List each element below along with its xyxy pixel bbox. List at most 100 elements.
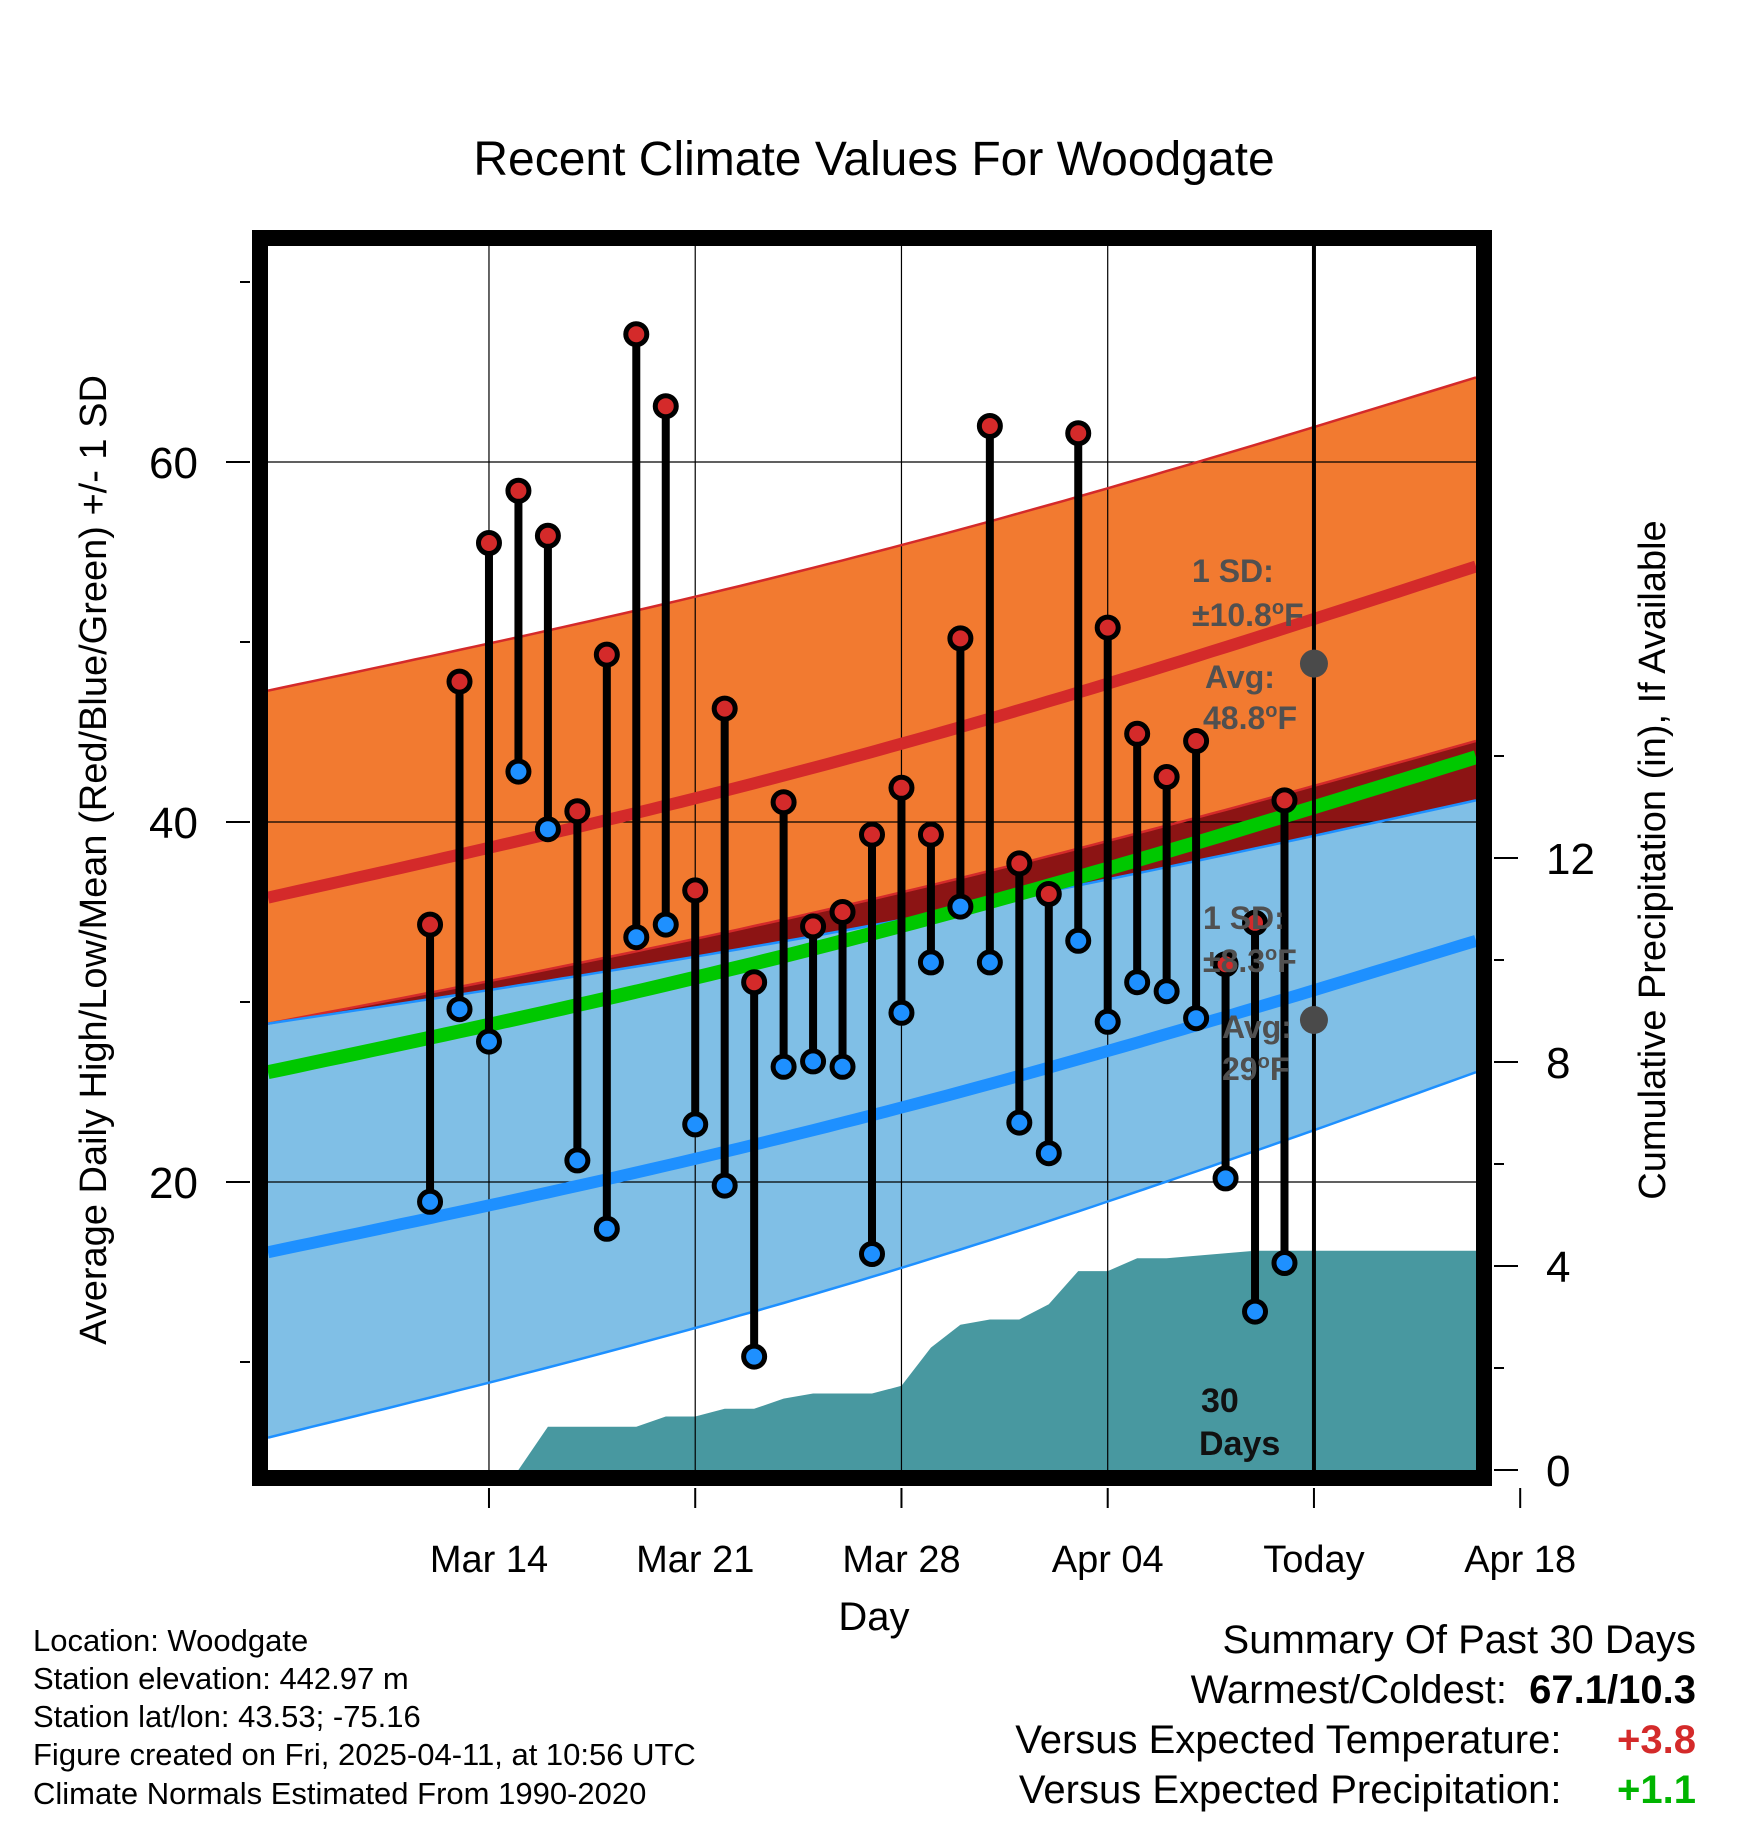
y2-tick-label-4: 4 xyxy=(1546,1243,1570,1292)
line-high-1-sd xyxy=(268,376,1476,692)
info-location: Location: Woodgate xyxy=(33,1623,309,1658)
daily-low-marker xyxy=(711,1172,738,1199)
plot-area: 1 SD: ±10.8oF Avg: 48.8oF 1 SD: ±8.3oF Avg: 29o… xyxy=(268,246,1476,1470)
daily-low-marker xyxy=(800,1048,827,1075)
x-tick-label-mar-21: Mar 21 xyxy=(636,1539,754,1581)
y-tick-label-40: 40 xyxy=(149,799,198,848)
daily-low-marker xyxy=(1153,978,1180,1005)
daily-high-marker xyxy=(446,668,473,695)
x-tick-label-mar-14: Mar 14 xyxy=(430,1539,548,1581)
x-tick-label-mar-28: Mar 28 xyxy=(842,1539,960,1581)
daily-low-marker xyxy=(947,893,974,920)
low-sd-value: ±8.3oF xyxy=(1203,943,1297,979)
today-low-normal-marker xyxy=(1299,1006,1328,1034)
summary-warm-cold: Warmest/Coldest: 67.1/10.3 xyxy=(1191,1668,1696,1713)
daily-low-marker xyxy=(505,758,532,785)
daily-high-marker xyxy=(917,821,944,848)
chart-title: Recent Climate Values For Woodgate xyxy=(473,133,1275,186)
daily-low-marker xyxy=(770,1053,797,1080)
summary-precip-value: +1.1 xyxy=(1617,1768,1696,1812)
high-sd-label: 1 SD: xyxy=(1192,553,1274,589)
daily-high-marker xyxy=(1212,951,1239,978)
days-count-label: 30 xyxy=(1201,1382,1239,1420)
daily-low-marker xyxy=(1006,1109,1033,1136)
daily-low-marker xyxy=(564,1147,591,1174)
daily-high-marker xyxy=(947,625,974,652)
y2-tick-label-8: 8 xyxy=(1546,1039,1570,1088)
daily-high-marker xyxy=(417,911,444,938)
high-sd-value: ±10.8oF xyxy=(1192,597,1304,633)
daily-high-marker xyxy=(475,530,502,556)
daily-low-marker xyxy=(1124,969,1151,996)
daily-high-marker xyxy=(888,774,915,801)
daily-low-marker xyxy=(1271,1250,1298,1276)
today-high-normal-marker xyxy=(1299,649,1328,678)
x-axis-label: Day xyxy=(838,1595,910,1639)
x-tick-label-apr-18: Apr 18 xyxy=(1464,1539,1576,1581)
daily-high-marker xyxy=(800,913,827,940)
daily-low-marker xyxy=(446,996,473,1023)
high-avg-value: 48.8oF xyxy=(1203,700,1297,736)
daily-low-marker xyxy=(623,924,650,951)
daily-low-marker xyxy=(741,1343,768,1370)
low-avg-value: 29oF xyxy=(1222,1051,1289,1087)
summary-warm-cold-label: Warmest/Coldest: xyxy=(1190,1668,1507,1712)
daily-high-marker xyxy=(1035,881,1062,907)
low-avg-label: Avg: xyxy=(1222,1009,1292,1045)
daily-low-marker xyxy=(888,999,915,1026)
daily-high-marker xyxy=(829,899,856,925)
y-axis-label: Average Daily High/Low/Mean (Red/Blue/Gr… xyxy=(73,375,115,1345)
info-latlon: Station lat/lon: 43.53; -75.16 xyxy=(33,1699,421,1734)
daily-high-marker xyxy=(652,393,679,420)
summary-precip: Versus Expected Precipitation: +1.1 xyxy=(1019,1768,1696,1813)
daily-low-marker xyxy=(475,1028,502,1055)
daily-low-marker xyxy=(976,949,1003,976)
daily-high-marker xyxy=(593,641,620,668)
x-tick-label-today: Today xyxy=(1263,1539,1364,1581)
daily-high-marker xyxy=(1006,850,1033,877)
daily-high-marker xyxy=(534,522,561,549)
daily-low-marker xyxy=(1035,1140,1062,1167)
daily-high-marker xyxy=(682,877,709,904)
y2-axis-label: Cumulative Precipitation (in), If Availa… xyxy=(1632,520,1674,1199)
info-normals: Climate Normals Estimated From 1990-2020 xyxy=(33,1776,647,1811)
y-tick-label-20: 20 xyxy=(149,1159,198,1208)
daily-low-marker xyxy=(593,1215,620,1242)
daily-high-marker xyxy=(859,821,885,848)
daily-high-marker xyxy=(1094,614,1121,641)
daily-high-marker xyxy=(1153,764,1180,790)
daily-low-marker xyxy=(1065,927,1092,954)
daily-low-marker xyxy=(652,911,679,938)
y-tick-label-60: 60 xyxy=(149,439,198,488)
summary-temp-label: Versus Expected Temperature: xyxy=(1015,1718,1562,1762)
summary-temp: Versus Expected Temperature: +3.8 xyxy=(1015,1718,1696,1763)
daily-low-marker xyxy=(682,1111,709,1138)
daily-low-marker xyxy=(1212,1165,1239,1192)
line-low-1-sd xyxy=(268,1071,1476,1439)
daily-low-marker xyxy=(917,949,944,976)
x-tick-label-apr-04: Apr 04 xyxy=(1052,1539,1164,1581)
daily-high-marker xyxy=(976,413,1003,439)
info-elevation: Station elevation: 442.97 m xyxy=(33,1661,409,1696)
daily-low-marker xyxy=(1242,1298,1269,1325)
high-avg-label: Avg: xyxy=(1205,659,1275,695)
daily-high-marker xyxy=(711,695,738,722)
precip-area xyxy=(518,1250,1476,1470)
daily-high-marker xyxy=(623,321,650,348)
daily-low-marker xyxy=(534,816,561,843)
summary-precip-label: Versus Expected Precipitation: xyxy=(1018,1768,1562,1812)
daily-high-marker xyxy=(1271,787,1298,814)
normal-high-line xyxy=(268,560,1476,904)
high-sd-band xyxy=(268,377,1476,1024)
y2-tick-label-12: 12 xyxy=(1546,835,1595,884)
daily-low-marker xyxy=(829,1053,856,1080)
low-sd-label: 1 SD: xyxy=(1203,900,1285,936)
daily-high-marker xyxy=(1242,909,1269,936)
daily-low-marker xyxy=(417,1188,444,1215)
days-word-label: Days xyxy=(1199,1425,1280,1463)
info-created: Figure created on Fri, 2025-04-11, at 10… xyxy=(33,1737,696,1772)
summary-heading: Summary Of Past 30 Days xyxy=(1222,1618,1696,1662)
summary-warm-cold-value: 67.1/10.3 xyxy=(1529,1668,1696,1712)
daily-low-marker xyxy=(1183,1005,1210,1032)
